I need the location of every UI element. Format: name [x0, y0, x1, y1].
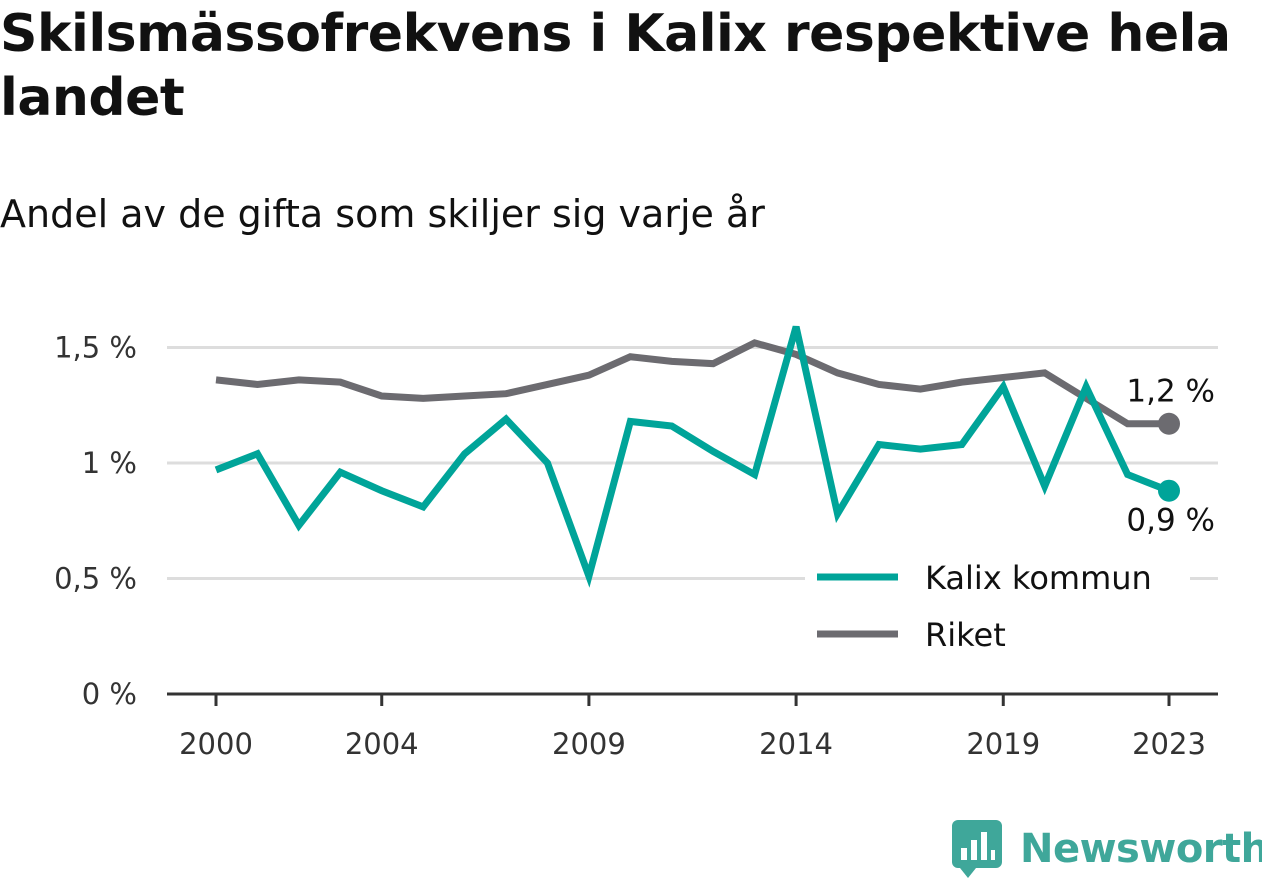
series-lines	[214, 325, 1171, 588]
end-labels: 0,9 % 1,2 %	[1126, 374, 1215, 539]
x-tick-label: 2000	[179, 727, 253, 761]
x-tick-label: 2023	[1132, 727, 1206, 761]
brand-name: Newsworthy	[1020, 826, 1262, 872]
x-tick-label: 2014	[759, 727, 833, 761]
legend-label: Kalix kommun	[925, 559, 1152, 597]
series-line	[215, 339, 1169, 428]
end-point	[1158, 479, 1180, 502]
y-tick-label: 0 %	[82, 677, 137, 711]
x-tick-label: 2019	[966, 727, 1040, 761]
end-value-label: 1,2 %	[1126, 374, 1215, 410]
y-tick-label: 0,5 %	[54, 562, 137, 596]
chart-subtitle: Andel av de gifta som skiljer sig varje …	[0, 192, 765, 236]
end-value-label: 0,9 %	[1126, 503, 1215, 539]
end-point	[1158, 412, 1180, 435]
x-axis-ticks: 2000 2004 2009 2014 2019 2023	[179, 694, 1206, 761]
chart-title: Skilsmässofrekvens i Kalix respektive he…	[0, 4, 1231, 128]
x-tick-label: 2004	[345, 727, 419, 761]
series-line	[214, 325, 1171, 588]
legend-label: Riket	[925, 616, 1006, 654]
y-tick-label: 1 %	[82, 446, 137, 480]
y-tick-label: 1,5 %	[54, 331, 137, 365]
y-axis-ticks: 0 % 0,5 % 1 % 1,5 %	[54, 331, 137, 712]
newsworthy-logo-icon	[952, 820, 1002, 878]
newsworthy-brand: Newsworthy	[952, 818, 1262, 880]
legend: Kalix kommun Riket	[805, 551, 1190, 658]
x-tick-label: 2009	[552, 727, 626, 761]
